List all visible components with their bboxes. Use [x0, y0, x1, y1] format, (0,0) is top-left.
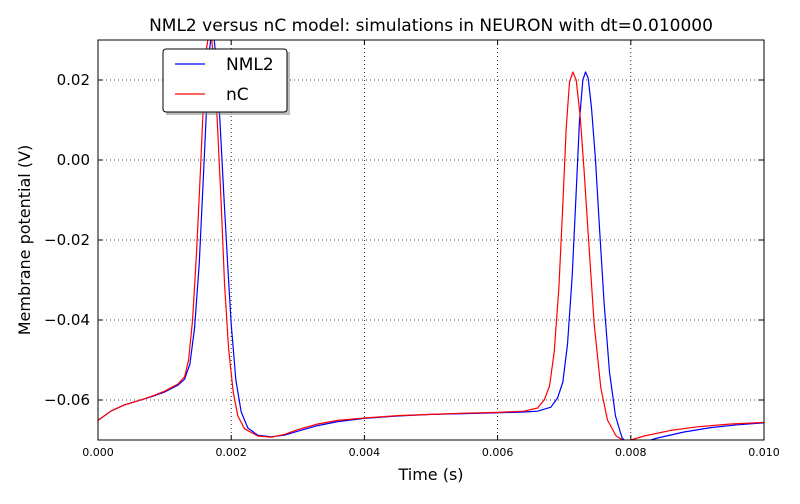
- y-tick-label: 0.02: [57, 71, 90, 89]
- x-tick-label: 0.010: [748, 446, 780, 459]
- x-tick-label: 0.002: [215, 446, 247, 459]
- legend-label-nml2: NML2: [226, 55, 274, 75]
- ticks: 0.000 0.002 0.004 0.006 0.008 0.010 −0.06 −0.04…: [44, 40, 780, 459]
- y-tick-label: −0.02: [44, 231, 90, 249]
- x-tick-label: 0.006: [482, 446, 514, 459]
- legend-box: [162, 48, 288, 113]
- x-axis-label: Time (s): [397, 465, 463, 484]
- y-tick-label: −0.06: [44, 391, 90, 409]
- x-tick-label: 0.000: [82, 446, 114, 459]
- x-tick-label: 0.004: [349, 446, 381, 459]
- series-layer: [98, 40, 764, 440]
- y-tick-label: 0.00: [57, 151, 90, 169]
- x-tick-label: 0.008: [615, 446, 647, 459]
- chart-title: NML2 versus nC model: simulations in NEU…: [149, 16, 713, 36]
- legend: NML2 nC: [162, 48, 290, 115]
- series-line-nc: [98, 40, 764, 440]
- y-axis-label: Membrane potential (V): [15, 145, 34, 336]
- grid: [98, 40, 764, 440]
- legend-label-nc: nC: [226, 85, 249, 105]
- y-tick-label: −0.04: [44, 311, 90, 329]
